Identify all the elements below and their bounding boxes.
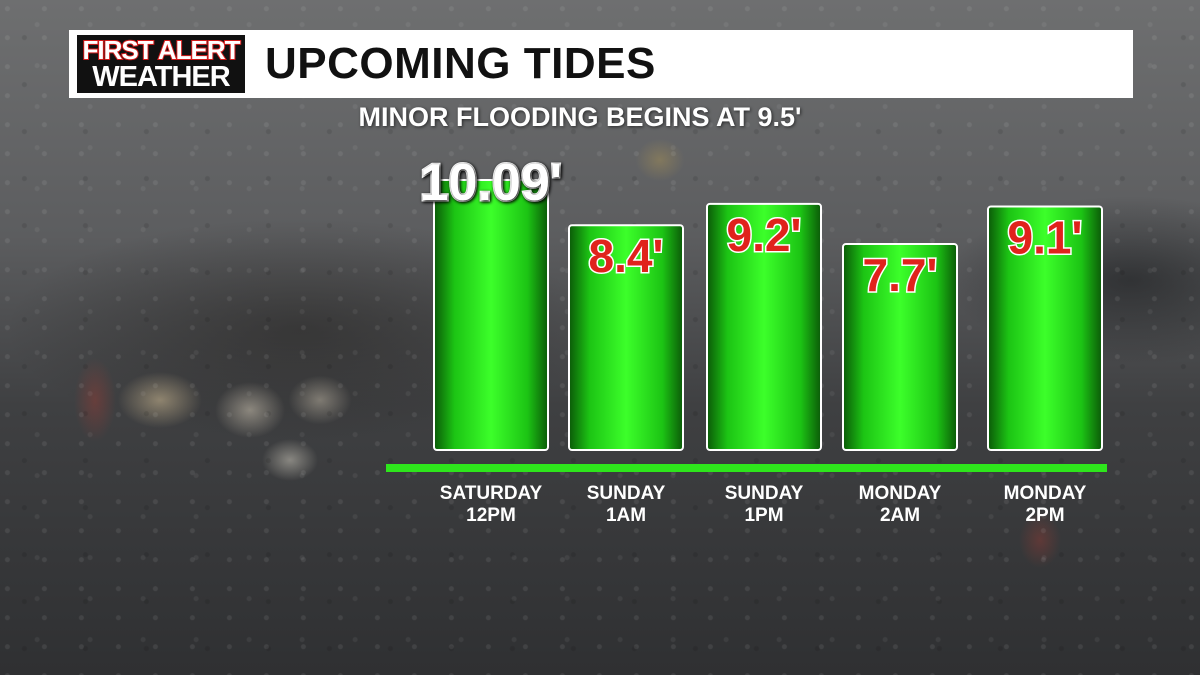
x-tick-label-2-0: SUNDAY bbox=[725, 483, 804, 504]
x-tick-label-4-0: MONDAY bbox=[1004, 483, 1087, 504]
bar-3 bbox=[842, 242, 958, 451]
bar-0 bbox=[433, 179, 549, 451]
value-label-3: 7.7' bbox=[863, 249, 938, 301]
value-label-4: 9.1' bbox=[1008, 211, 1083, 263]
x-tick-label-1-1: 1AM bbox=[606, 505, 646, 526]
value-label-2: 9.2' bbox=[727, 209, 802, 261]
logo-line-1: FIRST ALERT bbox=[81, 35, 241, 65]
x-tick-label-1-0: SUNDAY bbox=[587, 483, 666, 504]
bar-1 bbox=[568, 224, 684, 451]
chart-subtitle: MINOR FLOODING BEGINS AT 9.5' bbox=[358, 102, 802, 132]
x-tick-label-2-1: 1PM bbox=[744, 505, 783, 526]
bar-4 bbox=[987, 205, 1103, 451]
x-tick-label-3-0: MONDAY bbox=[859, 483, 942, 504]
first-alert-weather-logo: FIRST ALERT WEATHER bbox=[77, 35, 245, 93]
logo-line-2: WEATHER bbox=[92, 61, 230, 93]
chart-baseline bbox=[386, 464, 1107, 472]
value-label-1: 8.4' bbox=[589, 230, 664, 282]
page-title: UPCOMING TIDES bbox=[265, 39, 656, 88]
x-tick-label-3-1: 2AM bbox=[880, 505, 920, 526]
x-tick-label-0-0: SATURDAY bbox=[440, 483, 543, 504]
bar-2 bbox=[706, 202, 822, 451]
x-tick-label-4-1: 2PM bbox=[1025, 505, 1064, 526]
header-bar: FIRST ALERT WEATHER UPCOMING TIDES bbox=[69, 30, 1133, 98]
value-label-0: 10.09' bbox=[420, 154, 563, 212]
x-tick-label-0-1: 12PM bbox=[466, 505, 516, 526]
